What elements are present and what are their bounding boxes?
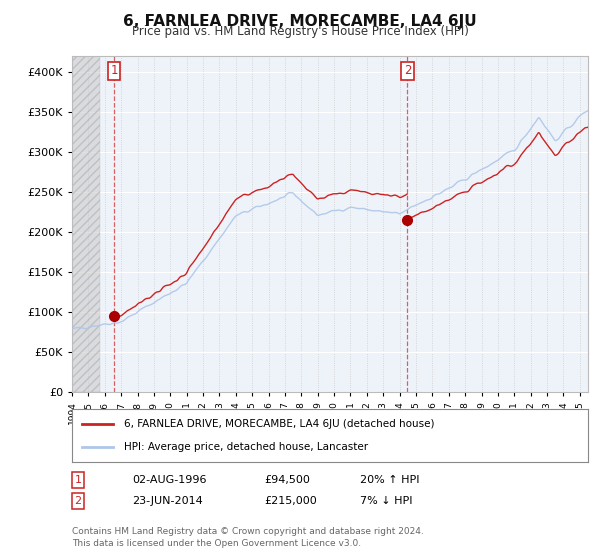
- Text: 1: 1: [74, 475, 82, 485]
- Text: 2: 2: [404, 64, 411, 77]
- Text: 02-AUG-1996: 02-AUG-1996: [132, 475, 206, 485]
- Text: 23-JUN-2014: 23-JUN-2014: [132, 496, 203, 506]
- Text: 2: 2: [74, 496, 82, 506]
- Text: 1: 1: [110, 64, 118, 77]
- Text: £94,500: £94,500: [264, 475, 310, 485]
- Text: 7% ↓ HPI: 7% ↓ HPI: [360, 496, 413, 506]
- Text: Price paid vs. HM Land Registry's House Price Index (HPI): Price paid vs. HM Land Registry's House …: [131, 25, 469, 38]
- Text: 6, FARNLEA DRIVE, MORECAMBE, LA4 6JU (detached house): 6, FARNLEA DRIVE, MORECAMBE, LA4 6JU (de…: [124, 419, 434, 429]
- Text: £215,000: £215,000: [264, 496, 317, 506]
- Text: 20% ↑ HPI: 20% ↑ HPI: [360, 475, 419, 485]
- Bar: [72, 56, 100, 392]
- Text: 6, FARNLEA DRIVE, MORECAMBE, LA4 6JU: 6, FARNLEA DRIVE, MORECAMBE, LA4 6JU: [123, 14, 477, 29]
- Text: HPI: Average price, detached house, Lancaster: HPI: Average price, detached house, Lanc…: [124, 442, 368, 452]
- Text: Contains HM Land Registry data © Crown copyright and database right 2024.
This d: Contains HM Land Registry data © Crown c…: [72, 527, 424, 548]
